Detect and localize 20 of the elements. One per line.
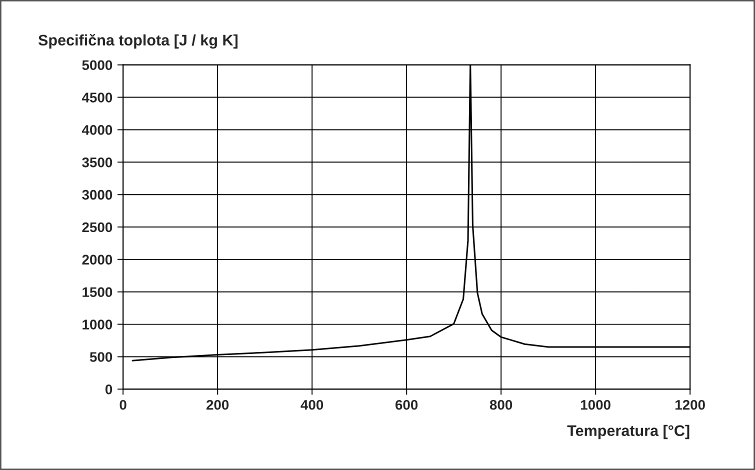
y-tick-label: 3500 <box>82 157 112 168</box>
x-tick-label: 800 <box>490 400 512 410</box>
y-tick-label: 1500 <box>82 287 112 298</box>
x-tick-label: 400 <box>300 400 324 410</box>
y-tick-label: 2000 <box>82 254 112 265</box>
x-tick-label: 600 <box>395 400 418 410</box>
x-tick-label: 1000 <box>580 400 610 410</box>
y-tick-label: 0 <box>105 384 112 394</box>
y-tick-label: 3000 <box>82 190 112 200</box>
x-tick-label: 200 <box>206 400 229 410</box>
y-tick-label: 500 <box>90 352 112 362</box>
y-tick-label: 1000 <box>82 320 112 330</box>
y-tick-label: 4500 <box>82 92 112 102</box>
y-axis-title: Specifična toplota [J / kg K] <box>38 34 238 49</box>
y-tick-label: 2500 <box>82 222 112 232</box>
x-tick-label: 1200 <box>676 400 705 410</box>
x-tick-label: 0 <box>120 400 126 410</box>
x-axis-title: Temperatura [°C] <box>567 424 690 440</box>
y-tick-label: 5000 <box>82 60 112 70</box>
y-tick-label: 4000 <box>82 125 112 135</box>
